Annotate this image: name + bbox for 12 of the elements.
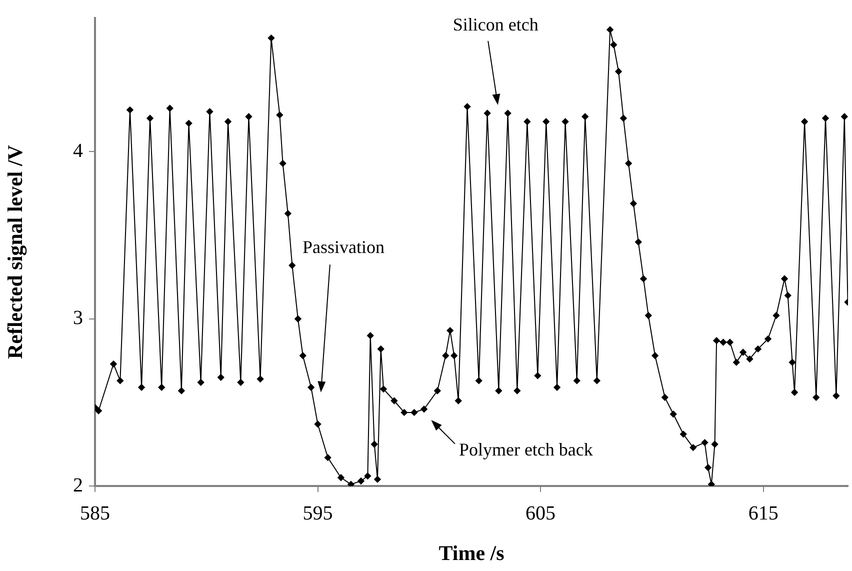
x-axis-title: Time /s [438,540,504,565]
y-tick-label: 3 [73,307,83,330]
annotation: Passivation [302,236,384,257]
x-tick-label: 615 [748,502,778,524]
annotation: Silicon etch [452,14,538,35]
annotation: Polymer etch back [458,440,593,460]
x-tick-label: 595 [302,502,333,524]
y-tick-label: 4 [73,140,83,162]
x-tick-label: 585 [80,502,110,524]
y-tick-label: 2 [73,474,83,496]
y-axis-title: Reflected signal level /V [3,144,28,360]
x-tick-label: 605 [526,502,556,524]
